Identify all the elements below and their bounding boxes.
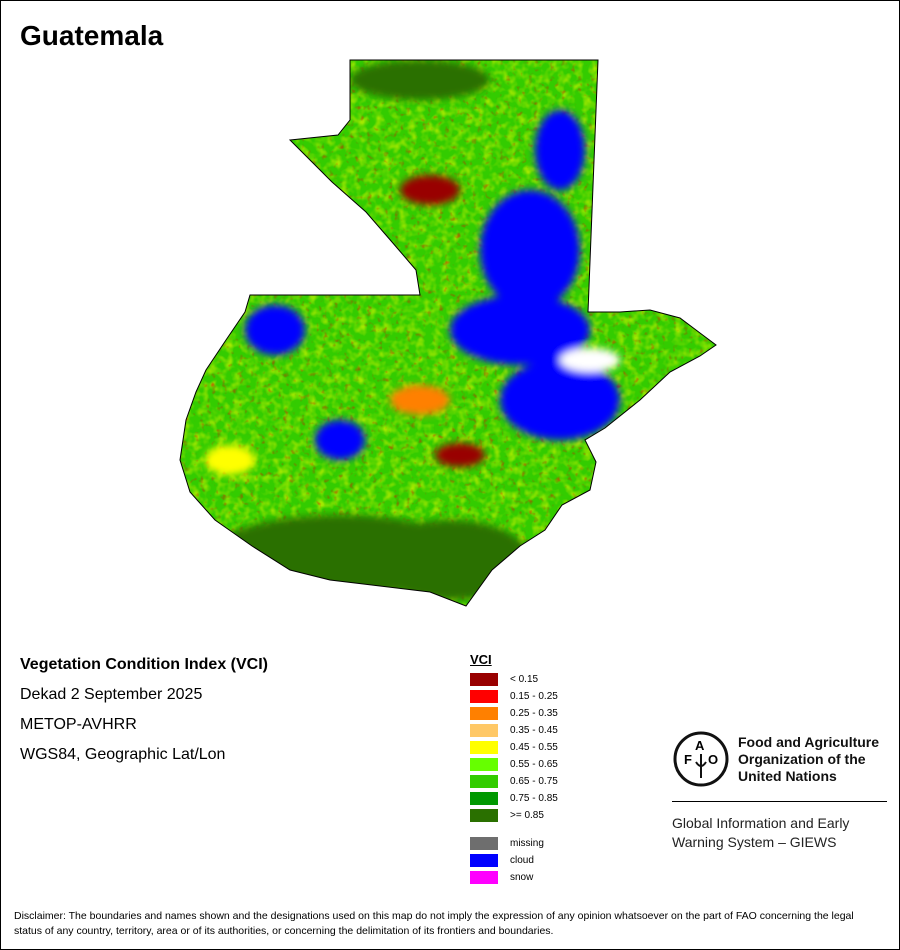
legend-item: missing <box>470 835 558 852</box>
legend-label: 0.75 - 0.85 <box>510 793 558 804</box>
legend-label: 0.45 - 0.55 <box>510 742 558 753</box>
legend-label: 0.65 - 0.75 <box>510 776 558 787</box>
legend-item: 0.45 - 0.55 <box>470 739 558 756</box>
legend-item: >= 0.85 <box>470 807 558 824</box>
divider <box>672 801 887 802</box>
legend-swatch <box>470 758 498 771</box>
legend-swatch <box>470 854 498 867</box>
legend-label: >= 0.85 <box>510 810 544 821</box>
legend-swatch <box>470 673 498 686</box>
legend-label: 0.55 - 0.65 <box>510 759 558 770</box>
svg-text:F: F <box>684 752 692 767</box>
org-name: Food and Agriculture Organization of the… <box>738 734 880 784</box>
svg-text:O: O <box>708 752 718 767</box>
legend-item: 0.75 - 0.85 <box>470 790 558 807</box>
index-name: Vegetation Condition Index (VCI) <box>20 656 268 673</box>
legend-swatch <box>470 792 498 805</box>
legend-item: 0.35 - 0.45 <box>470 722 558 739</box>
legend-item: 0.15 - 0.25 <box>470 688 558 705</box>
legend-label: missing <box>510 838 544 849</box>
legend-label: < 0.15 <box>510 674 539 685</box>
legend-item: 0.65 - 0.75 <box>470 773 558 790</box>
legend-swatch <box>470 690 498 703</box>
legend-item: cloud <box>470 852 558 869</box>
legend-item: 0.25 - 0.35 <box>470 705 558 722</box>
vci-raster <box>180 60 716 606</box>
map-title: Guatemala <box>20 20 164 51</box>
legend-swatch <box>470 775 498 788</box>
legend: VCI < 0.15 0.15 - 0.25 0.25 - 0.35 0.35 - 0… <box>470 652 558 886</box>
legend-label: 0.15 - 0.25 <box>510 691 558 702</box>
projection: WGS84, Geographic Lat/Lon <box>20 746 226 763</box>
legend-swatch <box>470 741 498 754</box>
legend-item: < 0.15 <box>470 671 558 688</box>
period: Dekad 2 September 2025 <box>20 686 203 703</box>
fao-logo-block: F A O Food and Agriculture Organization … <box>672 730 887 850</box>
legend-swatch <box>470 707 498 720</box>
legend-label: 0.35 - 0.45 <box>510 725 558 736</box>
legend-label: snow <box>510 872 534 883</box>
program-name: Global Information and Early Warning Sys… <box>672 815 850 850</box>
legend-swatch <box>470 837 498 850</box>
legend-title: VCI <box>470 652 492 667</box>
fao-logo-icon: F A O <box>673 731 729 787</box>
sensor: METOP-AVHRR <box>20 716 137 733</box>
legend-item: snow <box>470 869 558 886</box>
legend-swatch <box>470 809 498 822</box>
legend-label: cloud <box>510 855 534 866</box>
vci-map <box>179 59 717 607</box>
legend-label: 0.25 - 0.35 <box>510 708 558 719</box>
svg-text:A: A <box>695 738 705 753</box>
legend-item: 0.55 - 0.65 <box>470 756 558 773</box>
map-info: Vegetation Condition Index (VCI) Dekad 2… <box>20 656 268 776</box>
disclaimer: Disclaimer: The boundaries and names sho… <box>14 910 854 937</box>
legend-swatch <box>470 724 498 737</box>
legend-swatch <box>470 871 498 884</box>
